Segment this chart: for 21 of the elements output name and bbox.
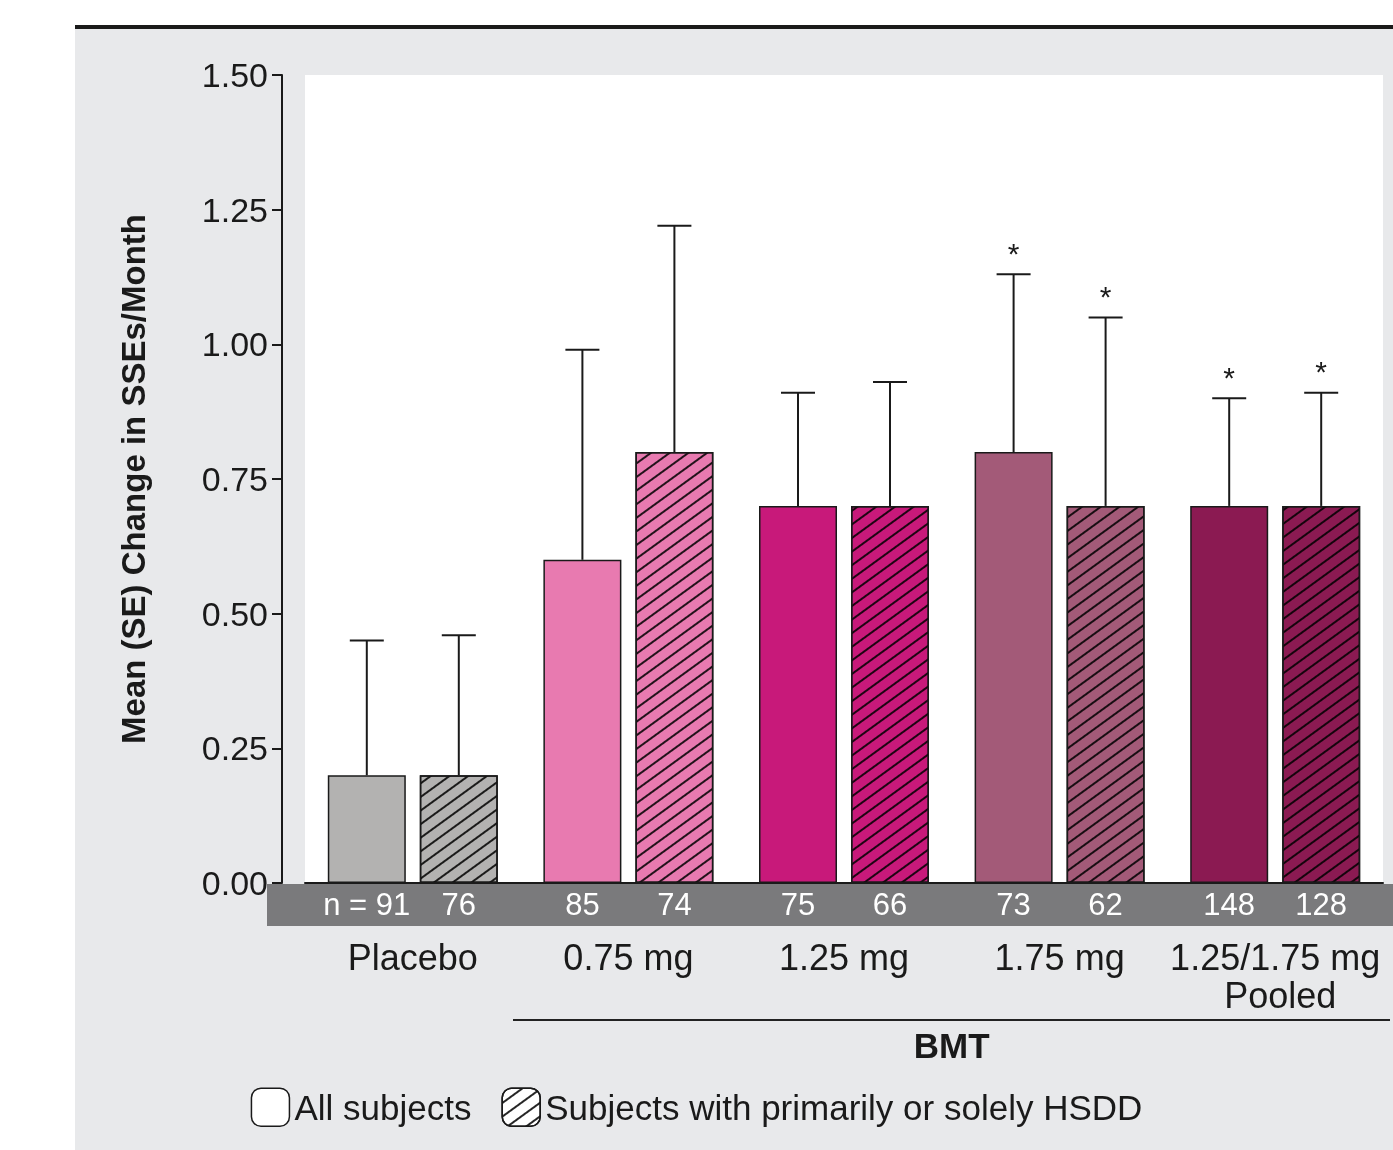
annotation: *	[1223, 360, 1236, 394]
count-strip: n = 91 76 85 74 75 66 73 62 148 128	[267, 884, 1393, 926]
y-tick-label: 1.25	[201, 190, 268, 229]
y-tick-label: 0.25	[201, 729, 268, 768]
y-tick-label: 1.00	[201, 325, 268, 364]
y-tick-label: 0.00	[201, 864, 268, 902]
y-axis-title: Mean (SE) Change in SSEs/Month	[115, 214, 152, 744]
annotation: *	[1315, 355, 1328, 389]
y-tick-label: 0.75	[201, 460, 268, 498]
text: BMT	[913, 1026, 990, 1065]
x-tick-label: 1.75 mg	[994, 936, 1125, 978]
x-tick-label: Placebo	[347, 936, 478, 978]
legend-label: All subjects	[294, 1087, 472, 1127]
annotation: *	[1099, 279, 1112, 313]
legend-label: Subjects with primarily or solely HSDD	[545, 1087, 1143, 1127]
x-tick-label: 1.25/1.75 mg Pooled	[1170, 936, 1381, 1016]
y-tick-label: 0.50	[201, 594, 268, 633]
x-tick-label: 0.75 mg	[563, 936, 694, 978]
y-tick-label: 1.50	[201, 56, 268, 94]
annotation: *	[1007, 236, 1020, 270]
x-tick-label: 1.25 mg	[778, 936, 910, 978]
